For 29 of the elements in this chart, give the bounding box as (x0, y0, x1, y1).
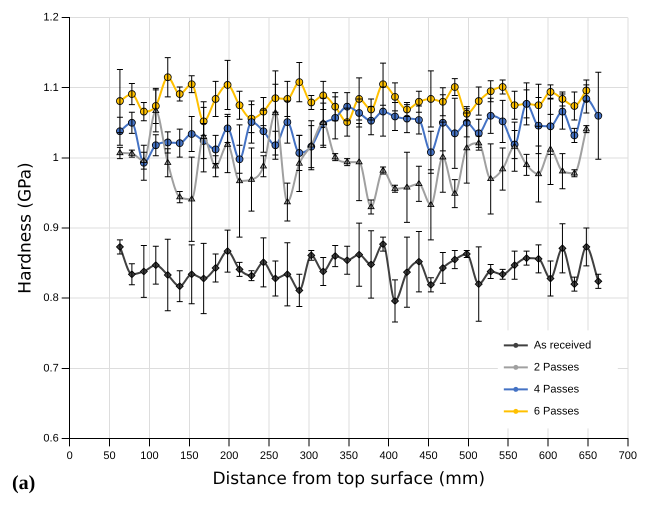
legend-label: 4 Passes (534, 383, 580, 396)
x-tick-label: 50 (103, 450, 116, 462)
text: (a) (12, 472, 36, 494)
x-tick-label: 450 (419, 450, 438, 462)
x-tick-label: 150 (180, 450, 198, 462)
y-tick-label: 0.9 (43, 222, 59, 234)
y-tick-label: 1.1 (43, 82, 59, 94)
legend-label: 2 Passes (534, 361, 580, 374)
y-tick-label: 1 (52, 152, 59, 164)
x-tick-label: 600 (538, 450, 558, 462)
x-tick-label: 350 (340, 450, 358, 462)
x-tick-label: 250 (260, 450, 278, 462)
legend-label: As received (534, 339, 592, 352)
x-tick-label: 400 (379, 450, 398, 462)
x-tick-label: 0 (66, 450, 73, 462)
x-tick-label: 500 (459, 450, 478, 462)
y-tick-label: 0.6 (43, 432, 59, 444)
y-tick-label: 0.8 (43, 292, 59, 304)
x-tick-label: 700 (618, 450, 638, 462)
x-axis-title: Distance from top surface (mm) (212, 469, 486, 490)
y-axis-title: Hardness (GPa) (16, 162, 36, 294)
y-tick-label: 0.7 (43, 362, 59, 374)
x-tick-label: 650 (578, 450, 598, 462)
y-tick-label: 1.2 (43, 12, 59, 24)
x-tick-label: 100 (140, 450, 159, 462)
x-tick-label: 550 (499, 450, 518, 462)
legend-label: 6 Passes (534, 405, 580, 418)
x-tick-label: 200 (220, 450, 238, 462)
x-tick-label: 300 (300, 450, 318, 462)
